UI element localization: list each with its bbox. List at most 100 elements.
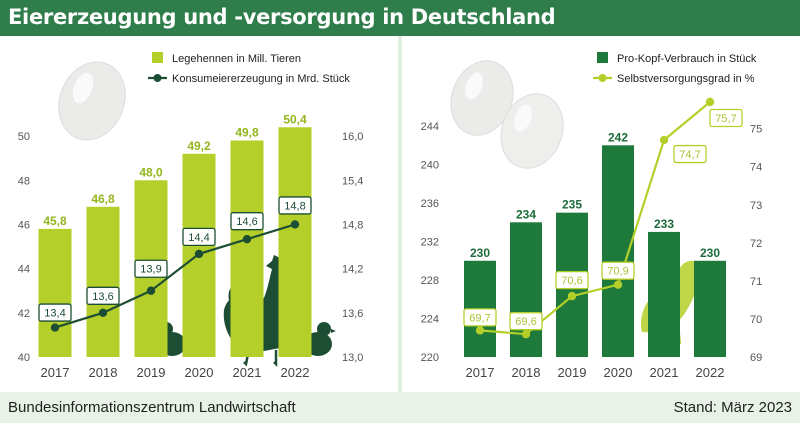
line-value-label: 13,9 <box>140 264 161 276</box>
line-value-label: 13,4 <box>44 308 65 320</box>
line-point <box>290 220 300 229</box>
line-point <box>98 308 108 318</box>
y-tick-left: 42 <box>18 308 30 320</box>
y-tick-right: 73 <box>750 200 762 212</box>
line-value-label: 70,9 <box>607 266 628 278</box>
legend-bar-label: Pro-Kopf-Verbrauch in Stück <box>617 53 757 65</box>
bar-value-label: 49,2 <box>187 139 211 153</box>
page-title: Eiererzeugung und -versorgung in Deutsch… <box>8 5 556 29</box>
y-tick-right: 14,8 <box>342 219 363 231</box>
bars-right: 230 234 235 242 233 230 <box>464 130 726 357</box>
y-tick-right: 13,6 <box>342 308 363 320</box>
bar <box>278 127 312 357</box>
egg-icon <box>58 61 126 141</box>
footer: Bundesinformationszentrum Landwirtschaft… <box>0 392 800 423</box>
y-tick-right: 72 <box>750 238 762 250</box>
line-point <box>521 329 531 339</box>
bar-value-label: 45,8 <box>43 214 67 228</box>
axes-right: 220 224 228 232 236 240 244 69 70 71 72 73 74 75 2017 2… <box>421 121 763 380</box>
line-value-label: 69,7 <box>469 312 490 324</box>
line-point <box>242 234 252 244</box>
line-value-box <box>86 286 120 305</box>
line-value-label: 13,6 <box>92 291 113 303</box>
line-value-box <box>509 312 543 331</box>
bar-value-label: 48,0 <box>139 165 163 179</box>
line-value-box <box>463 308 497 327</box>
y-tick-right: 75 <box>750 124 762 136</box>
x-tick: 2020 <box>604 365 633 380</box>
legend-line-label: Konsumeiererzeugung in Mrd. Stück <box>172 73 350 85</box>
y-tick-left: 240 <box>421 160 439 172</box>
legend-bar-swatch <box>152 52 163 63</box>
y-tick-right: 13,0 <box>342 352 363 364</box>
egg-icon <box>450 60 514 136</box>
line-point <box>475 326 485 335</box>
axes-left: 40 42 44 46 48 50 13,0 13,6 14,2 14,8 15,4 16,0 2017… <box>18 131 364 380</box>
legend-left: Legehennen in Mill. Tieren Konsumeiererze… <box>148 52 350 85</box>
source-label: Bundesinformationszentrum Landwirtschaft <box>8 399 296 416</box>
bar <box>86 206 120 357</box>
y-tick-right: 16,0 <box>342 131 363 143</box>
legend-right: Pro-Kopf-Verbrauch in Stück Selbstversorg… <box>593 52 757 85</box>
legend-line-label: Selbstversorgungsgrad in % <box>617 73 755 85</box>
bar-value-label: 234 <box>516 207 536 221</box>
legend-bar-swatch <box>597 52 608 63</box>
y-tick-right: 71 <box>750 276 762 288</box>
line-point <box>705 97 715 107</box>
y-tick-left: 44 <box>18 264 30 276</box>
x-tick: 2021 <box>233 365 262 380</box>
line-value-label: 75,7 <box>715 113 736 125</box>
bar <box>648 231 680 357</box>
series-line <box>54 223 296 329</box>
legend-line-marker <box>153 74 162 82</box>
chart-production: 40 42 44 46 48 50 13,0 13,6 14,2 14,8 15,4 16,0 2017… <box>18 52 364 380</box>
bar-value-label: 230 <box>470 246 490 260</box>
egg-icon <box>500 93 564 169</box>
y-tick-left: 220 <box>421 352 439 364</box>
line-value-box <box>278 196 312 215</box>
x-tick: 2018 <box>89 365 118 380</box>
date-label: Stand: März 2023 <box>673 399 792 416</box>
line-point <box>50 323 60 332</box>
x-tick: 2017 <box>466 365 495 380</box>
y-tick-right: 14,2 <box>342 264 363 276</box>
y-tick-left: 48 <box>18 175 30 187</box>
y-tick-left: 236 <box>421 198 439 210</box>
bar <box>38 228 72 357</box>
line-value-box <box>134 259 168 278</box>
y-tick-right: 69 <box>750 352 762 364</box>
line-value-box <box>673 144 707 164</box>
line-value-label: 69,6 <box>515 316 536 328</box>
y-tick-left: 244 <box>421 121 439 133</box>
bar <box>230 140 264 357</box>
legend-line-marker <box>598 74 607 82</box>
y-tick-left: 46 <box>18 219 30 231</box>
bar-value-label: 242 <box>608 130 628 144</box>
y-tick-left: 50 <box>18 131 30 143</box>
line-value-box <box>38 303 72 322</box>
y-tick-right: 70 <box>750 314 762 326</box>
bar-value-label: 230 <box>700 246 720 260</box>
line-value-box <box>230 212 264 231</box>
line-left: 13,4 13,6 13,9 14,4 14,6 14,8 <box>38 196 312 332</box>
line-point <box>146 286 156 295</box>
x-tick: 2018 <box>512 365 541 380</box>
line-value-label: 70,6 <box>561 275 582 287</box>
line-value-label: 14,8 <box>284 200 305 212</box>
x-tick: 2022 <box>696 365 725 380</box>
line-point <box>567 291 577 301</box>
line-value-box <box>601 261 635 280</box>
bar-value-label: 46,8 <box>91 192 115 206</box>
y-tick-left: 228 <box>421 275 439 287</box>
x-tick: 2017 <box>41 365 70 380</box>
y-tick-left: 40 <box>18 352 30 364</box>
x-tick: 2019 <box>558 365 587 380</box>
y-tick-right: 15,4 <box>342 175 363 187</box>
line-value-label: 14,4 <box>188 232 209 244</box>
line-value-box <box>555 270 589 290</box>
bar <box>694 260 726 357</box>
series-line <box>479 101 711 336</box>
x-tick: 2021 <box>650 365 679 380</box>
y-tick-right: 74 <box>750 162 762 174</box>
chart-consumption: 220 224 228 232 236 240 244 69 70 71 72 73 74 75 2017 2… <box>421 52 763 380</box>
